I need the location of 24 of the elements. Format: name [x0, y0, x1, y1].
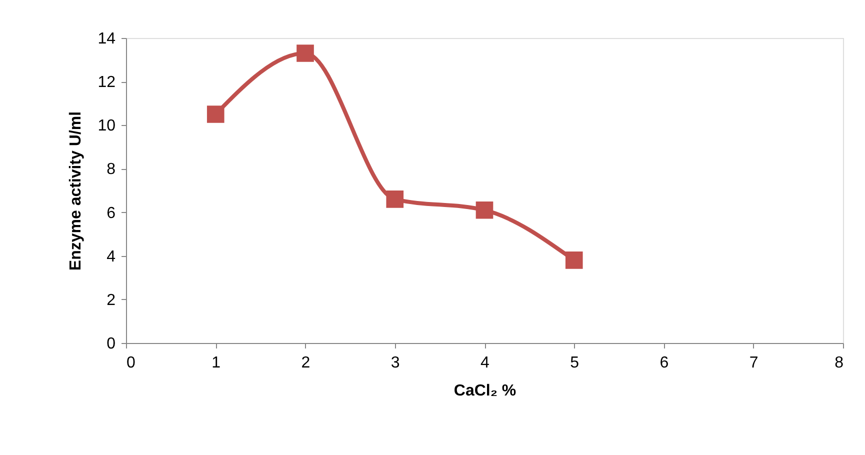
y-tick-label: 6 — [106, 204, 116, 222]
point — [206, 106, 224, 123]
y-tick-label: 8 — [106, 161, 116, 178]
y-tick-label: 10 — [98, 118, 116, 135]
x-tick-label: 7 — [749, 354, 758, 372]
x-axis-title: CaCl₂ % — [454, 382, 516, 400]
y-tick-label: 0 — [106, 336, 116, 352]
y-tick-label: 12 — [98, 74, 116, 92]
y-tick-label: 2 — [106, 292, 116, 309]
x-tick-label: 2 — [301, 354, 310, 372]
y-tick-label: 14 — [98, 30, 116, 48]
x-tick-label: 1 — [212, 354, 221, 372]
x-tick-label: 8 — [834, 354, 844, 372]
y-axis-title: Enzyme activity U/ml — [68, 111, 85, 271]
point — [476, 201, 494, 219]
point — [386, 190, 404, 208]
point — [296, 44, 314, 62]
y-tick-label: 4 — [106, 248, 116, 266]
x-tick-label: 3 — [390, 354, 400, 372]
x-tick-label: 4 — [480, 354, 490, 372]
x-tick-label: 0 — [126, 354, 136, 372]
point — [565, 252, 583, 269]
x-tick-label: 6 — [660, 354, 669, 372]
x-tick-label: 5 — [570, 354, 580, 372]
